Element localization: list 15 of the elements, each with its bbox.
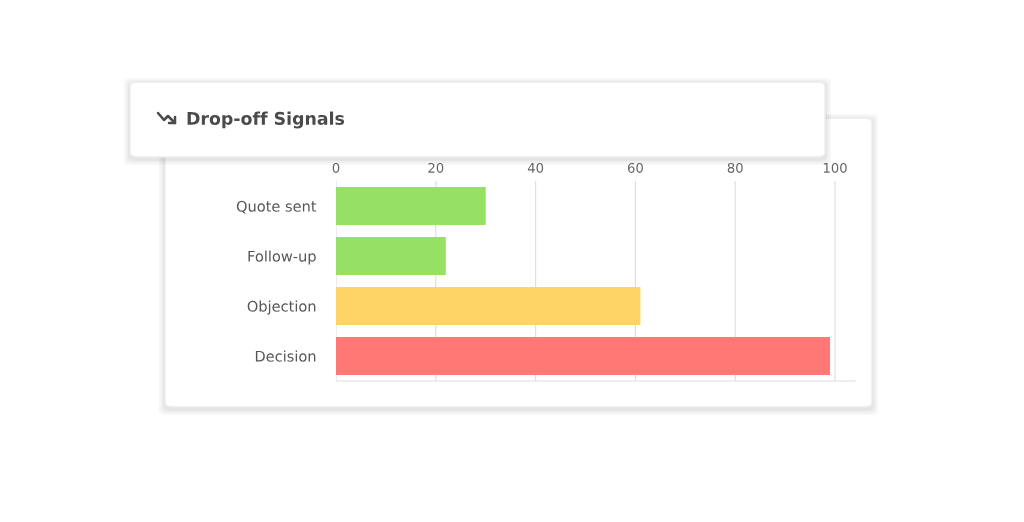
y-tick-label: Quote sent xyxy=(236,200,317,214)
x-tick-label: 40 xyxy=(527,162,544,173)
x-tick-label: 60 xyxy=(627,162,643,173)
y-tick-label: Objection xyxy=(247,300,316,315)
y-tick-label: Decision xyxy=(255,350,316,362)
x-tick-label: 80 xyxy=(727,162,743,173)
x-tick-label: 20 xyxy=(428,162,444,173)
bar xyxy=(336,187,486,225)
x-tick-label: 0 xyxy=(332,162,340,173)
x-tick-label: 100 xyxy=(823,162,847,173)
y-tick-label: Follow-up xyxy=(248,250,316,265)
chart-title: Drop-off Signals xyxy=(187,111,345,129)
bar xyxy=(336,287,641,325)
bar xyxy=(336,337,831,375)
bar xyxy=(336,237,446,275)
